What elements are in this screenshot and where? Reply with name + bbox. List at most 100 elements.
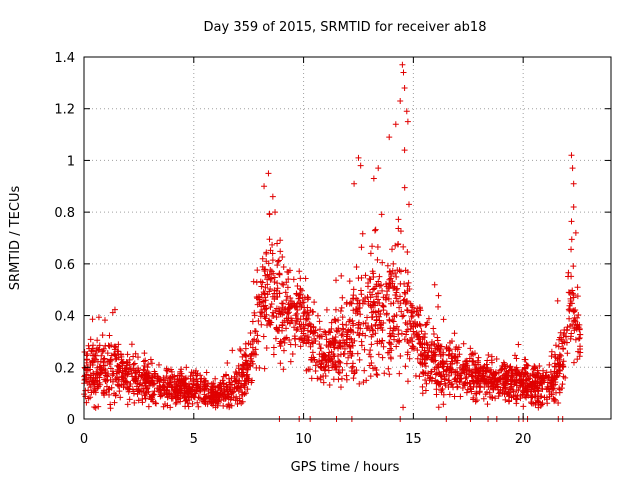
data-point — [419, 383, 426, 390]
data-point — [236, 377, 243, 384]
data-point — [399, 61, 406, 68]
data-point — [432, 357, 439, 364]
data-point — [274, 262, 281, 269]
data-point — [344, 328, 351, 335]
data-point — [386, 339, 393, 346]
data-point — [566, 315, 573, 322]
data-point — [301, 304, 308, 311]
data-point — [203, 369, 210, 376]
data-point — [274, 285, 281, 292]
data-point — [210, 383, 217, 390]
data-point — [355, 332, 362, 339]
data-point — [467, 383, 474, 390]
data-point — [167, 366, 174, 373]
data-point — [547, 369, 554, 376]
data-point — [511, 352, 518, 359]
data-point — [416, 340, 423, 347]
data-point — [253, 279, 260, 286]
data-point — [414, 355, 421, 362]
data-point — [501, 384, 508, 391]
data-point — [161, 400, 168, 407]
data-point — [394, 241, 401, 248]
data-point — [373, 367, 380, 374]
data-point — [480, 395, 487, 402]
data-point — [446, 391, 453, 398]
data-point — [456, 364, 463, 371]
data-point — [220, 392, 227, 399]
data-point — [374, 243, 381, 250]
data-point — [160, 403, 167, 410]
data-point — [407, 325, 414, 332]
data-point — [538, 379, 545, 386]
data-point — [138, 389, 145, 396]
data-point — [361, 346, 368, 353]
data-point — [418, 328, 425, 335]
data-point — [201, 384, 208, 391]
data-point — [350, 286, 357, 293]
data-point — [146, 393, 153, 400]
data-point — [408, 313, 415, 320]
data-point — [135, 367, 142, 374]
data-point — [571, 325, 578, 332]
data-point — [497, 367, 504, 374]
data-point — [280, 336, 287, 343]
data-point — [501, 391, 508, 398]
data-point — [229, 381, 236, 388]
data-point — [277, 343, 284, 350]
data-point — [337, 343, 344, 350]
data-point — [448, 381, 455, 388]
data-point — [140, 375, 147, 382]
data-point — [314, 312, 321, 319]
data-point — [560, 358, 567, 365]
data-point — [178, 382, 185, 389]
data-point — [255, 318, 262, 325]
data-point — [510, 381, 517, 388]
data-point — [151, 372, 158, 379]
data-point — [549, 386, 556, 393]
data-point — [134, 354, 141, 361]
data-point — [335, 369, 342, 376]
data-point — [94, 377, 101, 384]
data-point — [454, 383, 461, 390]
data-point — [524, 376, 531, 383]
data-point — [406, 317, 413, 324]
data-point — [350, 375, 357, 382]
data-point — [354, 350, 361, 357]
data-point — [375, 165, 382, 172]
data-point — [465, 371, 472, 378]
data-point — [334, 353, 341, 360]
data-point — [271, 287, 278, 294]
y-tick-label: 0.2 — [54, 361, 75, 376]
data-point — [395, 216, 402, 223]
data-point — [81, 349, 88, 356]
data-point — [135, 397, 142, 404]
data-point — [268, 300, 275, 307]
data-point — [554, 297, 561, 304]
data-point — [270, 309, 277, 316]
data-point — [262, 272, 269, 279]
data-point — [346, 278, 353, 285]
data-point — [404, 249, 411, 256]
data-point — [366, 362, 373, 369]
data-point — [394, 298, 401, 305]
data-point — [175, 396, 182, 403]
data-point — [343, 372, 350, 379]
data-point — [490, 370, 497, 377]
data-point — [143, 371, 150, 378]
data-point — [351, 369, 358, 376]
data-point — [397, 280, 404, 287]
data-point — [400, 69, 407, 76]
data-point — [470, 358, 477, 365]
data-point — [92, 350, 99, 357]
data-point — [310, 323, 317, 330]
data-point — [408, 302, 415, 309]
data-point — [438, 343, 445, 350]
data-point — [375, 289, 382, 296]
data-point — [235, 371, 242, 378]
data-point — [396, 370, 403, 377]
data-point — [349, 364, 356, 371]
data-point — [81, 372, 88, 379]
data-point — [448, 353, 455, 360]
data-point — [555, 400, 562, 407]
data-point — [477, 374, 484, 381]
